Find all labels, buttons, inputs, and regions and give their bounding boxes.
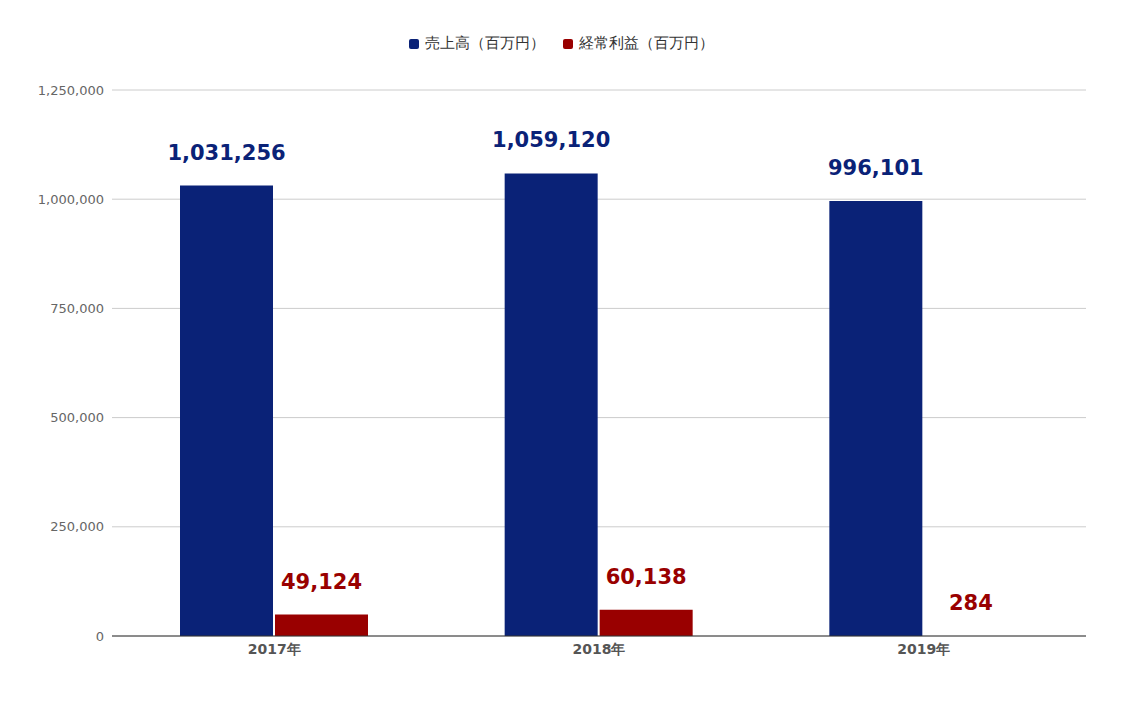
html-text:売上高（百万円）: 売上高（百万円） xyxy=(424,34,545,52)
html-text:経常利益（百万円）: 経常利益（百万円） xyxy=(578,34,714,52)
svg-text:49,124: 49,124 xyxy=(281,570,362,594)
svg-text:750,000: 750,000 xyxy=(50,301,104,316)
svg-text:1,000,000: 1,000,000 xyxy=(38,192,104,207)
svg-text:996,101: 996,101 xyxy=(828,156,924,180)
svg-text:0: 0 xyxy=(96,629,104,644)
svg-text:1,059,120: 1,059,120 xyxy=(492,128,610,152)
svg-text:1,031,256: 1,031,256 xyxy=(167,141,285,165)
svg-text:2018年: 2018年 xyxy=(573,641,626,657)
svg-text:1,250,000: 1,250,000 xyxy=(38,83,104,98)
svg-text:500,000: 500,000 xyxy=(50,410,104,425)
svg-text:284: 284 xyxy=(949,591,993,615)
svg-text:2019年: 2019年 xyxy=(897,641,950,657)
svg-text:250,000: 250,000 xyxy=(50,519,104,534)
svg-text:60,138: 60,138 xyxy=(606,565,687,589)
svg-text:2017年: 2017年 xyxy=(248,641,301,657)
